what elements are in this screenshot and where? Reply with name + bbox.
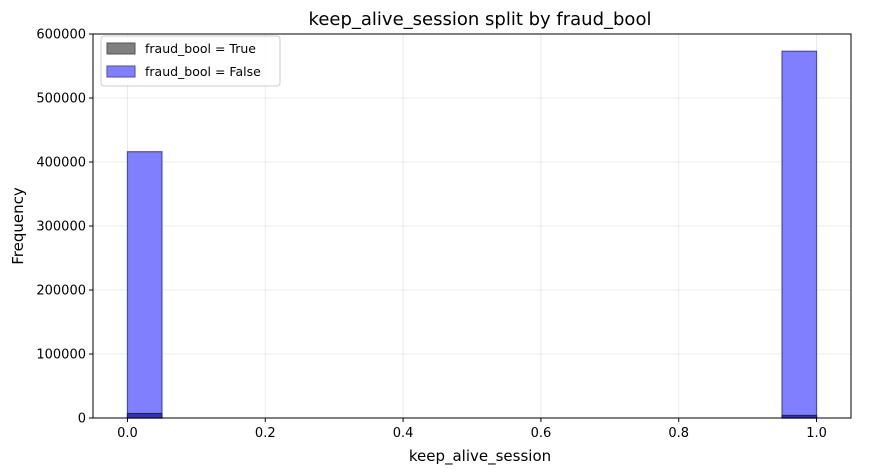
series-false-bars — [126, 50, 818, 419]
bar-fraud-true — [126, 412, 163, 419]
grid-lines — [93, 33, 851, 419]
y-tick-label: 300000 — [36, 220, 86, 235]
bar-fraud-false — [781, 50, 818, 419]
legend-swatch-false — [106, 65, 136, 78]
series-true-bars — [126, 412, 818, 419]
x-tick-label: 0.4 — [393, 426, 414, 441]
legend: fraud_bool = True fraud_bool = False — [100, 35, 281, 87]
legend-label-false: fraud_bool = False — [145, 64, 261, 79]
y-tick-label: 0 — [78, 412, 86, 427]
y-tick-label: 600000 — [36, 28, 86, 43]
y-tick-label: 200000 — [36, 284, 86, 299]
x-axis-label: keep_alive_session — [409, 447, 551, 466]
legend-label-true: fraud_bool = True — [145, 41, 256, 56]
x-tick-label: 0.2 — [255, 426, 276, 441]
chart-title: keep_alive_session split by fraud_bool — [309, 9, 652, 30]
x-tick-label: 1.0 — [806, 426, 827, 441]
x-tick-label: 0.8 — [668, 426, 689, 441]
y-tick-label: 400000 — [36, 156, 86, 171]
y-tick-label: 100000 — [36, 348, 86, 363]
y-axis-label: Frequency — [9, 187, 27, 265]
x-tick-label: 0.6 — [531, 426, 552, 441]
y-axis-ticks: 0 100000 200000 300000 400000 500000 600000 — [36, 28, 93, 427]
legend-box — [100, 35, 281, 87]
bar-fraud-false — [126, 151, 163, 419]
x-axis-ticks: 0.0 0.2 0.4 0.6 0.8 1.0 — [117, 418, 827, 441]
y-tick-label: 500000 — [36, 92, 86, 107]
x-tick-label: 0.0 — [117, 426, 138, 441]
legend-swatch-true — [106, 42, 136, 55]
